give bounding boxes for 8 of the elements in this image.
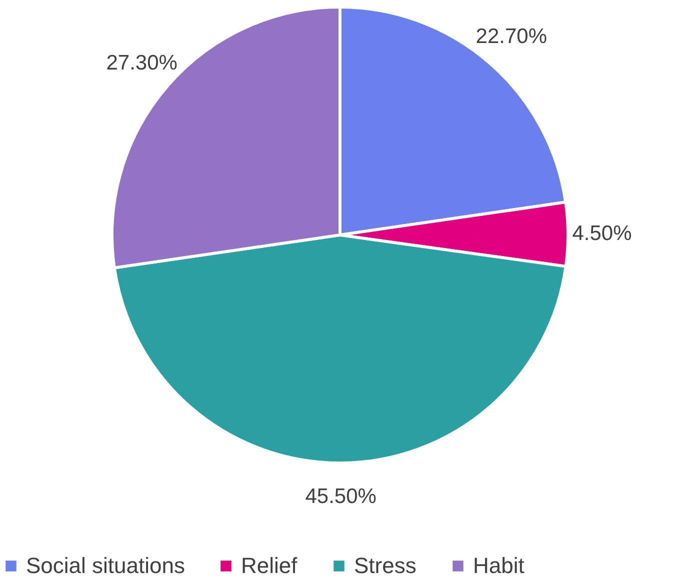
legend-label: Habit bbox=[473, 553, 524, 578]
data-label: 45.50% bbox=[305, 485, 376, 508]
legend-label: Stress bbox=[354, 553, 416, 578]
legend-label: Relief bbox=[241, 553, 298, 578]
data-label: 4.50% bbox=[572, 222, 632, 246]
legend-label: Social situations bbox=[26, 553, 185, 578]
data-label: 22.70% bbox=[476, 24, 548, 48]
data-label: 27.30% bbox=[106, 52, 178, 75]
